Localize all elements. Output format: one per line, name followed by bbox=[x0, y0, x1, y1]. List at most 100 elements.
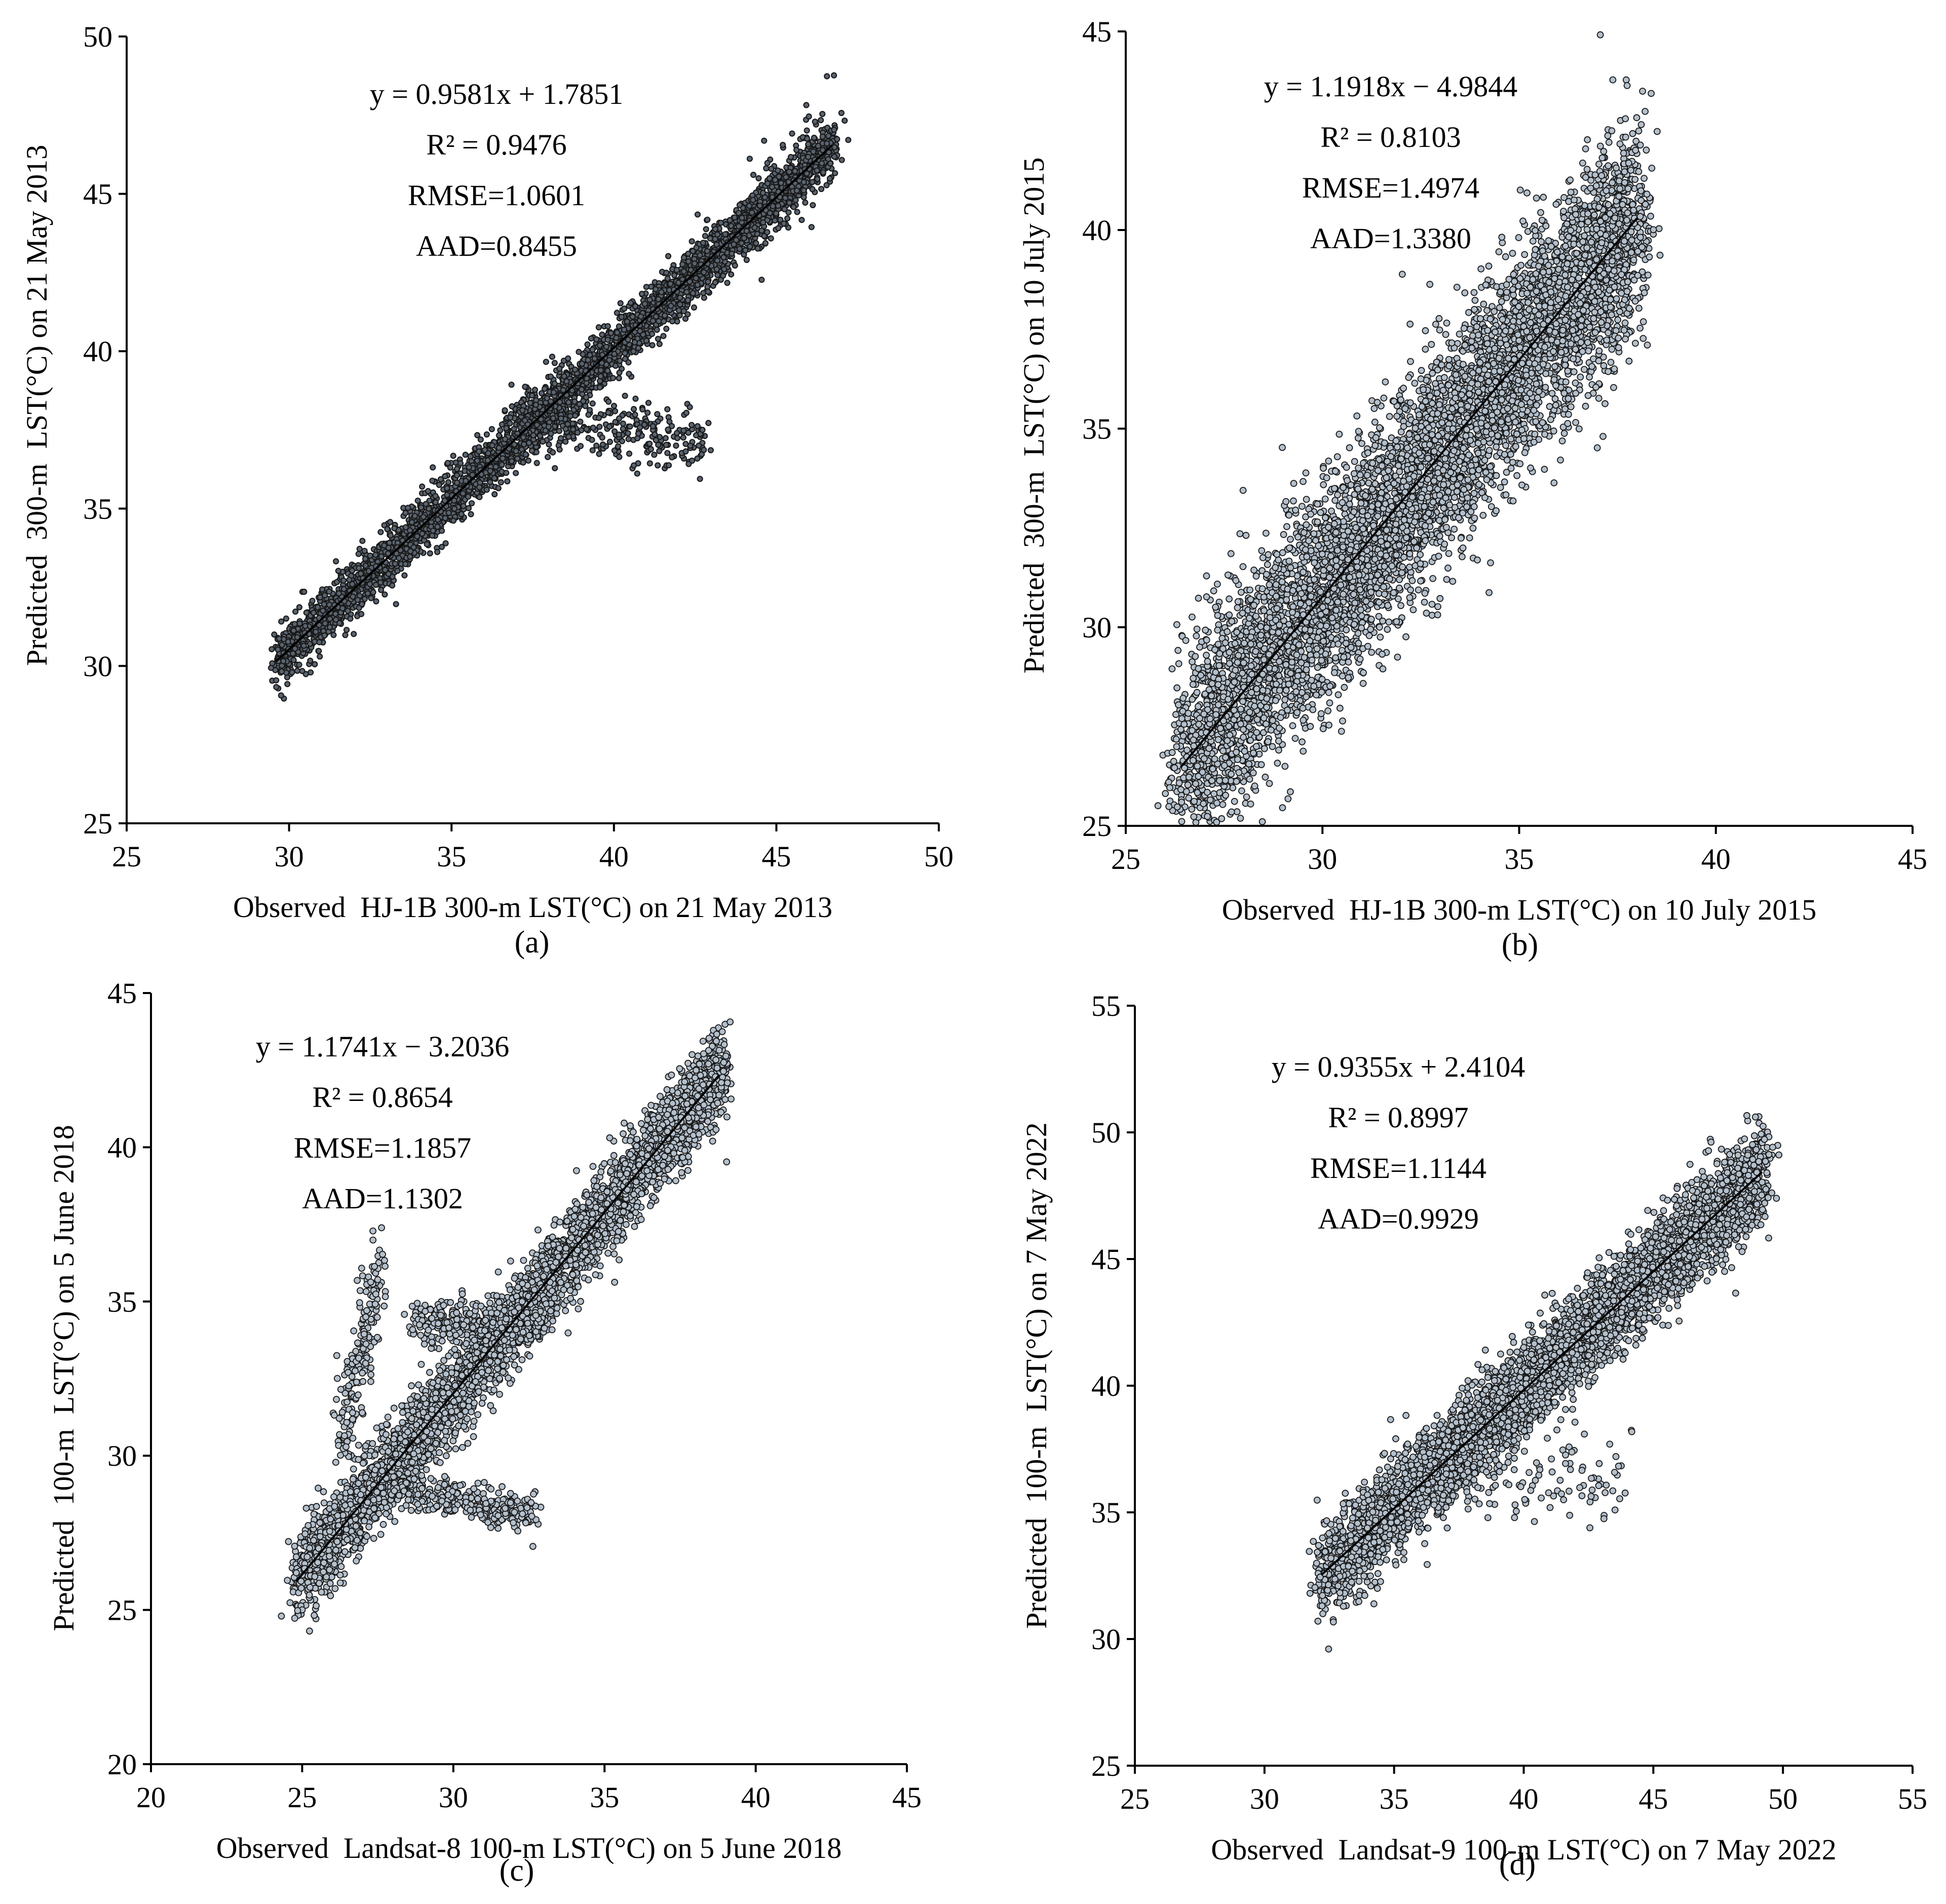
data-point-a-3064 bbox=[451, 518, 456, 523]
data-point-a-2906 bbox=[322, 593, 327, 598]
data-point-a-1487 bbox=[446, 480, 451, 485]
data-point-a-2506 bbox=[451, 453, 456, 459]
data-point-a-3774 bbox=[675, 436, 680, 441]
data-point-a-3107 bbox=[713, 226, 718, 232]
data-point-a-3161 bbox=[630, 314, 635, 319]
data-point-a-2505 bbox=[454, 467, 460, 472]
data-point-a-3789 bbox=[577, 402, 582, 407]
data-point-a-2547 bbox=[497, 433, 502, 438]
data-point-a-2980 bbox=[439, 528, 444, 534]
data-point-a-3717 bbox=[681, 435, 686, 440]
data-point-a-2723 bbox=[504, 470, 509, 475]
data-point-a-2611 bbox=[293, 609, 298, 614]
data-point-a-3385 bbox=[619, 315, 624, 320]
data-point-a-3265 bbox=[770, 184, 775, 189]
data-point-a-912 bbox=[702, 295, 707, 300]
data-point-a-3141 bbox=[644, 338, 649, 343]
data-point-a-3362 bbox=[421, 514, 426, 519]
data-point-a-57 bbox=[343, 632, 348, 637]
data-point-a-3512 bbox=[279, 669, 284, 674]
data-point-a-2910 bbox=[821, 170, 826, 175]
data-point-a-2995 bbox=[639, 291, 644, 296]
data-point-a-2449 bbox=[592, 356, 597, 361]
data-point-a-1660 bbox=[419, 484, 425, 489]
data-point-a-2420 bbox=[297, 621, 302, 626]
data-point-a-2042 bbox=[626, 371, 631, 376]
data-point-a-2012 bbox=[274, 684, 279, 690]
data-point-a-3581 bbox=[622, 351, 627, 356]
data-point-a-2586 bbox=[322, 602, 327, 607]
data-point-a-2036 bbox=[295, 668, 300, 673]
data-point-a-3521 bbox=[632, 340, 637, 345]
data-point-a-1093 bbox=[360, 539, 365, 544]
data-point-a-3694 bbox=[590, 437, 595, 442]
data-point-a-1380 bbox=[820, 111, 825, 117]
data-point-a-1874 bbox=[703, 234, 708, 239]
data-point-a-3427 bbox=[714, 266, 719, 272]
data-point-a-3009 bbox=[774, 211, 779, 216]
data-point-a-3196 bbox=[320, 587, 325, 592]
data-point-a-3277 bbox=[677, 295, 682, 300]
data-point-a-1754 bbox=[489, 427, 494, 432]
data-point-a-2780 bbox=[279, 619, 284, 624]
data-point-a-3540 bbox=[477, 485, 482, 490]
data-point-a-982 bbox=[599, 332, 604, 337]
data-point-a-2864 bbox=[812, 135, 817, 140]
data-point-a-1426 bbox=[615, 310, 620, 315]
data-point-a-3590 bbox=[607, 358, 612, 363]
data-point-a-3389 bbox=[509, 459, 514, 464]
data-point-a-1165 bbox=[402, 573, 407, 578]
data-point-a-3273 bbox=[747, 244, 752, 249]
data-point-a-2785 bbox=[424, 502, 429, 507]
data-point-a-3468 bbox=[614, 335, 619, 340]
data-point-a-2210 bbox=[499, 480, 504, 485]
data-point-a-3281 bbox=[834, 137, 840, 142]
data-point-a-2245 bbox=[484, 432, 489, 437]
data-point-a-3710 bbox=[528, 400, 533, 405]
data-point-a-2715 bbox=[493, 464, 499, 469]
data-point-a-3416 bbox=[747, 203, 752, 208]
data-point-a-3450 bbox=[327, 589, 332, 594]
data-point-a-3556 bbox=[463, 452, 468, 458]
data-point-a-3373 bbox=[628, 300, 633, 306]
data-point-a-3441 bbox=[408, 549, 413, 554]
data-point-a-3625 bbox=[627, 451, 632, 456]
data-point-a-3493 bbox=[337, 621, 342, 626]
data-point-a-2963 bbox=[698, 253, 703, 258]
data-point-a-2284 bbox=[840, 158, 845, 163]
data-point-a-2176 bbox=[705, 217, 710, 222]
data-point-a-3549 bbox=[650, 342, 655, 348]
data-point-a-3541 bbox=[653, 287, 658, 292]
data-point-a-3122 bbox=[433, 493, 438, 499]
data-point-a-372 bbox=[285, 681, 290, 687]
data-point-a-2770 bbox=[680, 262, 685, 267]
data-point-a-3464 bbox=[322, 633, 327, 638]
data-point-a-2842 bbox=[622, 306, 627, 311]
data-point-a-3431 bbox=[810, 186, 815, 192]
data-point-a-1453 bbox=[428, 551, 433, 556]
data-point-a-3740 bbox=[591, 425, 596, 430]
data-point-a-3462 bbox=[731, 242, 736, 247]
data-point-a-2874 bbox=[631, 349, 636, 354]
data-point-a-213 bbox=[297, 605, 302, 610]
data-point-a-3801 bbox=[626, 437, 631, 442]
data-point-a-3096 bbox=[459, 512, 464, 517]
data-point-a-1861 bbox=[437, 482, 442, 487]
data-point-a-3456 bbox=[452, 506, 457, 511]
data-point-a-3561 bbox=[832, 145, 837, 150]
data-point-a-3288 bbox=[291, 628, 296, 633]
data-point-a-2404 bbox=[362, 548, 367, 553]
data-point-a-1007 bbox=[695, 212, 700, 217]
data-point-a-2561 bbox=[284, 616, 289, 621]
data-point-a-3607 bbox=[558, 436, 563, 441]
data-point-a-3043 bbox=[378, 580, 383, 585]
data-point-a-3200 bbox=[466, 494, 471, 499]
data-point-a-2427 bbox=[589, 336, 594, 341]
data-point-a-3197 bbox=[461, 504, 466, 509]
data-point-a-3585 bbox=[650, 331, 655, 336]
data-point-a-3445 bbox=[442, 474, 447, 479]
data-point-a-1420 bbox=[415, 498, 421, 503]
data-point-a-3093 bbox=[365, 591, 370, 596]
data-point-a-3205 bbox=[444, 486, 449, 491]
data-point-a-3755 bbox=[551, 416, 556, 421]
